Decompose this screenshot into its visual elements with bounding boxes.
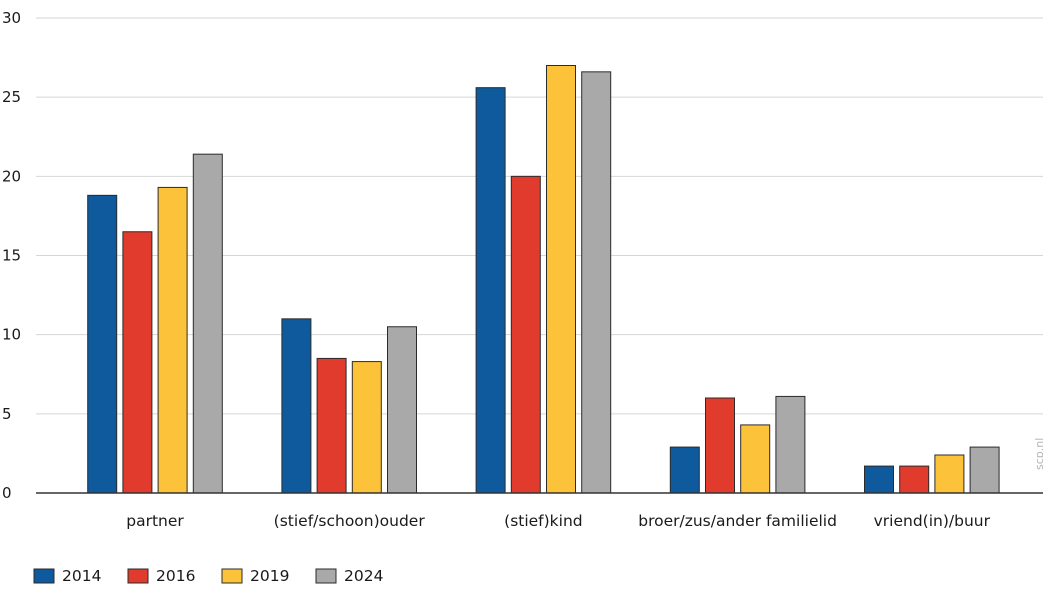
category-label: partner (126, 512, 184, 530)
bars (87, 65, 1000, 494)
legend-label: 2019 (250, 567, 289, 585)
bar (899, 465, 930, 494)
legend-swatch (221, 568, 243, 584)
legend-label: 2014 (62, 567, 101, 585)
bar (157, 186, 188, 494)
y-tick-label: 10 (2, 326, 21, 344)
bar (969, 446, 1000, 494)
bar (510, 175, 541, 494)
bar (387, 326, 417, 494)
bar (934, 454, 965, 494)
legend-swatch (127, 568, 149, 584)
y-tick-label: 25 (2, 88, 21, 106)
category-label: broer/zus/ander familielid (638, 512, 837, 530)
bar (351, 361, 382, 494)
legend-swatch (33, 568, 55, 584)
bar (475, 87, 506, 494)
category-label: (stief/schoon)ouder (274, 512, 426, 530)
bar (775, 395, 806, 494)
y-tick-label: 5 (2, 405, 12, 423)
bar (87, 194, 118, 494)
y-tick-label: 20 (2, 167, 21, 185)
watermark-text: scp.nl (1033, 438, 1043, 470)
bar (669, 446, 700, 494)
bar (316, 357, 347, 494)
bar (192, 153, 223, 494)
legend-swatch (315, 568, 337, 584)
y-tick-labels: 0 5 10 15 20 25 30 (2, 9, 21, 502)
legend-label: 2016 (156, 567, 195, 585)
bar (705, 397, 735, 494)
category-label: vriend(in)/buur (874, 512, 991, 530)
y-tick-label: 30 (2, 9, 21, 27)
legend: 2014 2016 2019 2024 (33, 567, 383, 585)
bar (281, 318, 312, 494)
bar (122, 231, 153, 494)
bar (546, 65, 576, 494)
category-label: (stief)kind (504, 512, 583, 530)
bar (581, 71, 612, 494)
y-tick-label: 15 (2, 247, 21, 265)
y-tick-label: 0 (2, 484, 12, 502)
bar (864, 465, 894, 494)
legend-label: 2024 (344, 567, 383, 585)
bar (740, 424, 771, 494)
category-labels: partner (stief/schoon)ouder (stief)kind bro… (126, 512, 990, 530)
